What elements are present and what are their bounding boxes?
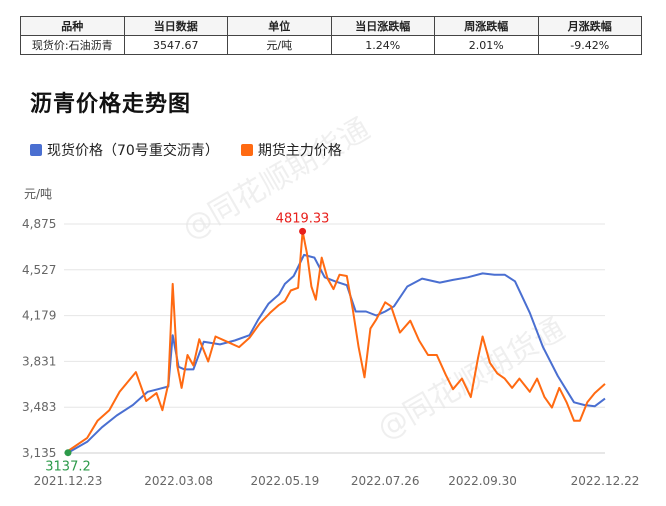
y-tick-label: 3,135 xyxy=(22,446,56,460)
summary-data-row: 现货价:石油沥青 3547.67 元/吨 1.24% 2.01% -9.42% xyxy=(20,35,642,55)
header-daily-value: 当日数据 xyxy=(123,16,228,36)
series-line-futures xyxy=(67,230,606,452)
min-value-label: 3137.2 xyxy=(45,460,91,475)
min-marker xyxy=(64,449,72,457)
y-tick-label: 3,483 xyxy=(22,400,56,414)
y-tick-label: 3,831 xyxy=(22,354,56,368)
cell-weekly-change: 2.01% xyxy=(434,35,539,55)
x-tick-label: 2022.03.08 xyxy=(144,474,213,488)
legend-label-spot: 现货价格（70号重交沥青） xyxy=(47,143,219,159)
cell-variety: 现货价:石油沥青 xyxy=(20,35,125,55)
y-tick-label: 4,527 xyxy=(22,263,56,277)
y-tick-label: 4,179 xyxy=(22,309,56,323)
chart-legend: 现货价格（70号重交沥青） 期货主力价格 xyxy=(30,140,364,160)
legend-label-futures: 期货主力价格 xyxy=(257,143,342,159)
cell-unit: 元/吨 xyxy=(227,35,332,55)
header-weekly-change: 周涨跌幅 xyxy=(434,16,539,36)
max-marker xyxy=(299,227,307,235)
header-variety: 品种 xyxy=(20,16,125,36)
y-axis-unit-label: 元/吨 xyxy=(24,187,52,201)
legend-item-futures[interactable]: 期货主力价格 xyxy=(240,140,342,160)
x-tick-label: 2022.12.22 xyxy=(571,474,640,488)
legend-swatch-futures xyxy=(240,144,253,156)
cell-daily-value: 3547.67 xyxy=(123,35,228,55)
cell-monthly-change: -9.42% xyxy=(537,35,642,55)
y-tick-label: 4,875 xyxy=(22,217,56,231)
x-tick-label: 2022.05.19 xyxy=(251,474,320,488)
x-tick-label: 2022.07.26 xyxy=(351,474,420,488)
watermark-text: @同花顺期货通 xyxy=(177,112,376,247)
header-monthly-change: 月涨跌幅 xyxy=(537,16,642,36)
cell-daily-change: 1.24% xyxy=(330,35,435,55)
series-line-spot xyxy=(67,253,606,454)
x-tick-label: 2022.09.30 xyxy=(448,474,517,488)
legend-item-spot[interactable]: 现货价格（70号重交沥青） xyxy=(30,140,219,160)
x-tick-label: 2021.12.23 xyxy=(34,474,103,488)
max-value-label: 4819.33 xyxy=(276,211,330,226)
header-unit: 单位 xyxy=(227,16,332,36)
legend-swatch-spot xyxy=(30,144,42,156)
chart-title: 沥青价格走势图 xyxy=(30,92,192,117)
summary-header-row: 品种 当日数据 单位 当日涨跌幅 周涨跌幅 月涨跌幅 xyxy=(20,16,642,36)
summary-table: 品种 当日数据 单位 当日涨跌幅 周涨跌幅 月涨跌幅 现货价:石油沥青 3547… xyxy=(20,16,642,55)
